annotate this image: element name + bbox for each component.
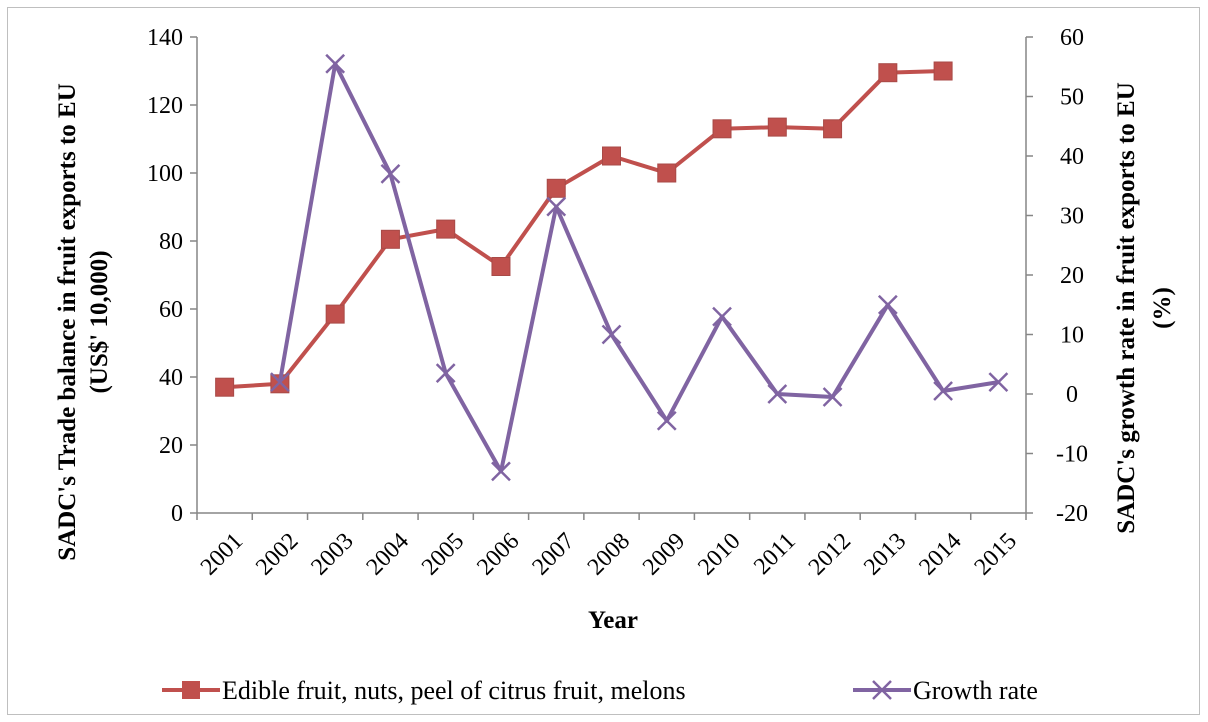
data-point-x <box>491 461 511 482</box>
chart-frame <box>7 7 1200 715</box>
data-point-x <box>988 372 1009 392</box>
data-point-x-stroke <box>712 306 732 327</box>
series-line-0 <box>224 69 944 390</box>
data-point-square <box>712 119 732 139</box>
legend-marker-edible-fruit <box>182 681 200 699</box>
data-point-x <box>435 363 456 384</box>
y-axis-title-sub: (US$' 10,000) <box>86 250 113 393</box>
y-tick-label: 0 <box>171 501 183 527</box>
y2-axis-title: SADC's growth rate in fruit exports to E… <box>1113 82 1140 534</box>
y2-tick-label: 50 <box>1060 85 1084 111</box>
x-tick-label: 2002 <box>251 528 303 580</box>
x-tick-label: 2013 <box>859 528 911 580</box>
data-point-square <box>215 377 235 397</box>
data-point-x-stroke <box>491 461 511 482</box>
y2-tick-label: -20 <box>1056 501 1088 527</box>
y2-axis-title-sub: (%) <box>1149 287 1176 329</box>
legend-label-growth-rate: Growth rate <box>913 676 1038 705</box>
data-point-square <box>380 229 400 249</box>
data-point-x <box>933 381 953 401</box>
y-tick-label: 60 <box>159 297 183 323</box>
data-point-x-stroke <box>656 410 677 431</box>
y2-tick-label: 40 <box>1060 144 1084 170</box>
data-point-x <box>767 384 788 404</box>
x-tick-label: 2010 <box>693 528 745 580</box>
data-point-x <box>380 163 401 184</box>
y-tick-label: 120 <box>147 93 183 119</box>
data-point-square <box>878 63 898 83</box>
data-point-square <box>657 163 677 183</box>
x-tick-label: 2011 <box>749 528 801 580</box>
x-tick-label: 2012 <box>804 528 856 580</box>
x-tick-label: 2001 <box>196 528 248 580</box>
x-tick-label: 2004 <box>362 528 414 580</box>
y2-tick-label: 20 <box>1060 263 1084 289</box>
data-point-square <box>767 117 787 137</box>
data-point-x-stroke <box>270 372 290 392</box>
data-point-x-stroke <box>988 372 1009 392</box>
legend-marker-growth-rate <box>872 680 892 700</box>
x-tick-label: 2006 <box>472 528 524 580</box>
data-point-x-stroke <box>325 53 346 74</box>
series-layer <box>215 53 1009 482</box>
data-point-x <box>270 372 290 392</box>
legend-label-edible-fruit: Edible fruit, nuts, peel of citrus fruit… <box>222 676 686 705</box>
data-point-x <box>712 306 732 327</box>
data-point-x-stroke <box>767 384 788 404</box>
x-tick-label: 2007 <box>527 528 579 580</box>
data-point-x-stroke <box>822 387 843 407</box>
y-tick-label: 80 <box>159 229 183 255</box>
data-point-x-stroke <box>435 363 456 384</box>
y-tick-label: 40 <box>159 365 183 391</box>
y2-tick-label: -10 <box>1056 442 1088 468</box>
data-point-x <box>546 196 567 217</box>
x-tick-label: 2003 <box>306 528 358 580</box>
data-point-square <box>602 146 621 166</box>
data-point-square <box>491 257 511 276</box>
data-point-x <box>601 324 622 345</box>
axes: 0 20 40 60 80 100 120 140 -20 -10 0 10 20 30 40 50 60 200… <box>147 25 1088 580</box>
data-point-x-stroke <box>546 196 567 217</box>
x-axis-title: Year <box>588 607 638 634</box>
data-point-square <box>546 178 566 198</box>
y-tick-label: 140 <box>147 25 183 51</box>
data-point-x-stroke <box>933 381 953 401</box>
data-point-square <box>933 61 953 81</box>
data-point-square <box>325 304 345 324</box>
y2-tick-label: 60 <box>1060 25 1084 51</box>
x-tick-label: 2008 <box>583 528 635 580</box>
data-point-x-stroke <box>601 324 622 345</box>
data-point-x-stroke <box>380 163 401 184</box>
data-point-square <box>823 119 843 139</box>
y2-tick-label: 0 <box>1066 382 1078 408</box>
x-tick-label: 2005 <box>417 528 469 580</box>
data-point-x <box>822 387 843 407</box>
x-tick-label: 2015 <box>970 528 1022 580</box>
y-axis-title: SADC's Trade balance in fruit exports to… <box>54 83 81 561</box>
data-point-square <box>436 219 456 239</box>
data-point-x <box>656 410 677 431</box>
x-tick-label: 2014 <box>914 528 966 580</box>
series-line-1 <box>277 61 999 474</box>
y-tick-label: 100 <box>147 161 183 187</box>
y2-tick-label: 10 <box>1060 323 1084 349</box>
legend: Edible fruit, nuts, peel of citrus fruit… <box>162 676 1038 705</box>
data-point-x-stroke <box>877 294 898 315</box>
data-point-x <box>325 53 346 74</box>
y2-tick-label: 30 <box>1060 204 1084 230</box>
x-tick-label: 2009 <box>638 528 690 580</box>
y-tick-label: 20 <box>159 433 183 459</box>
data-point-x <box>877 294 898 315</box>
